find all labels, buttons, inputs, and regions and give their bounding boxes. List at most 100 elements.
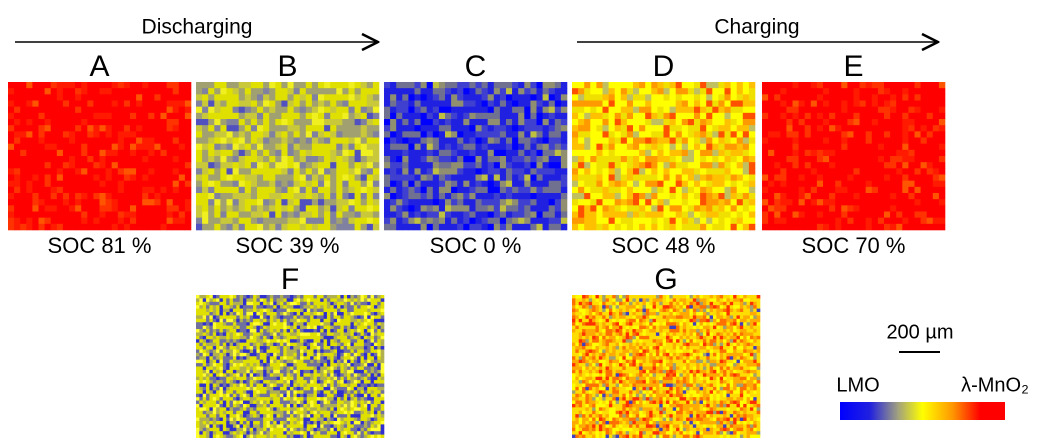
map-pixel: [451, 193, 457, 199]
map-pixel: [847, 205, 853, 211]
map-pixel: [469, 101, 475, 107]
map-pixel: [621, 162, 627, 168]
map-pixel: [307, 363, 311, 367]
map-pixel: [793, 88, 799, 94]
map-pixel: [364, 319, 368, 323]
map-pixel: [829, 88, 835, 94]
map-pixel: [537, 138, 543, 144]
map-pixel: [81, 156, 87, 162]
map-pixel: [337, 305, 341, 309]
map-pixel: [173, 162, 179, 168]
map-pixel: [324, 332, 328, 336]
map-pixel: [872, 199, 878, 205]
map-pixel: [908, 175, 914, 181]
map-pixel: [841, 150, 847, 156]
map-pixel: [627, 144, 633, 150]
map-pixel: [854, 162, 860, 168]
map-pixel: [179, 205, 185, 211]
map-pixel: [236, 339, 240, 343]
map-pixel: [530, 107, 536, 113]
map-pixel: [253, 370, 257, 374]
map-pixel: [213, 309, 217, 313]
map-pixel: [130, 88, 136, 94]
map-pixel: [349, 162, 355, 168]
map-pixel: [209, 360, 213, 364]
map-pixel: [578, 156, 584, 162]
map-pixel: [263, 353, 267, 357]
map-pixel: [148, 150, 154, 156]
map-pixel: [381, 305, 385, 309]
map-pixel: [621, 150, 627, 156]
map-pixel: [793, 205, 799, 211]
map-pixel: [374, 339, 378, 343]
map-pixel: [277, 346, 281, 350]
map-pixel: [524, 168, 530, 174]
map-pixel: [275, 138, 281, 144]
map-pixel: [829, 113, 835, 119]
map-pixel: [603, 150, 609, 156]
map-pixel: [676, 150, 682, 156]
map-pixel: [310, 367, 314, 371]
map-pixel: [307, 353, 311, 357]
map-pixel: [700, 138, 706, 144]
map-pixel: [774, 181, 780, 187]
map-pixel: [312, 113, 318, 119]
map-pixel: [433, 144, 439, 150]
map-pixel: [14, 138, 20, 144]
map-pixel: [167, 193, 173, 199]
map-pixel: [202, 113, 208, 119]
map-pixel: [106, 175, 112, 181]
map-pixel: [811, 119, 817, 125]
map-pixel: [20, 107, 26, 113]
map-pixel: [347, 319, 351, 323]
map-pixel: [288, 119, 294, 125]
map-pixel: [214, 218, 220, 224]
map-pixel: [676, 193, 682, 199]
map-pixel: [337, 298, 341, 302]
map-pixel: [344, 339, 348, 343]
map-pixel: [288, 218, 294, 224]
map-pixel: [45, 82, 51, 88]
map-pixel: [549, 218, 555, 224]
map-pixel: [243, 363, 247, 367]
map-pixel: [915, 107, 921, 113]
map-pixel: [87, 212, 93, 218]
map-pixel: [206, 370, 210, 374]
map-pixel: [823, 168, 829, 174]
map-pixel: [273, 322, 277, 326]
map-pixel: [396, 193, 402, 199]
map-pixel: [324, 131, 330, 137]
map-pixel: [136, 193, 142, 199]
map-pixel: [381, 298, 385, 302]
map-pixel: [364, 356, 368, 360]
map-pixel: [196, 193, 202, 199]
map-pixel: [179, 181, 185, 187]
map-pixel: [260, 343, 264, 347]
map-pixel: [327, 312, 331, 316]
map-pixel: [768, 107, 774, 113]
map-pixel: [451, 205, 457, 211]
map-pixel: [167, 113, 173, 119]
map-pixel: [14, 144, 20, 150]
map-pixel: [312, 199, 318, 205]
map-pixel: [590, 138, 596, 144]
map-pixel: [488, 101, 494, 107]
map-pixel: [269, 193, 275, 199]
map-pixel: [256, 295, 260, 299]
map-pixel: [866, 212, 872, 218]
map-pixel: [451, 212, 457, 218]
map-pixel: [330, 187, 336, 193]
map-pixel: [841, 181, 847, 187]
map-pixel: [361, 101, 367, 107]
map-pixel: [780, 218, 786, 224]
map-pixel: [281, 138, 287, 144]
map-pixel: [337, 302, 341, 306]
map-pixel: [245, 101, 251, 107]
map-pixel: [415, 144, 421, 150]
map-pixel: [300, 360, 304, 364]
map-pixel: [39, 113, 45, 119]
map-pixel: [307, 332, 311, 336]
map-pixel: [307, 346, 311, 350]
map-pixel: [596, 205, 602, 211]
map-pixel: [584, 94, 590, 100]
